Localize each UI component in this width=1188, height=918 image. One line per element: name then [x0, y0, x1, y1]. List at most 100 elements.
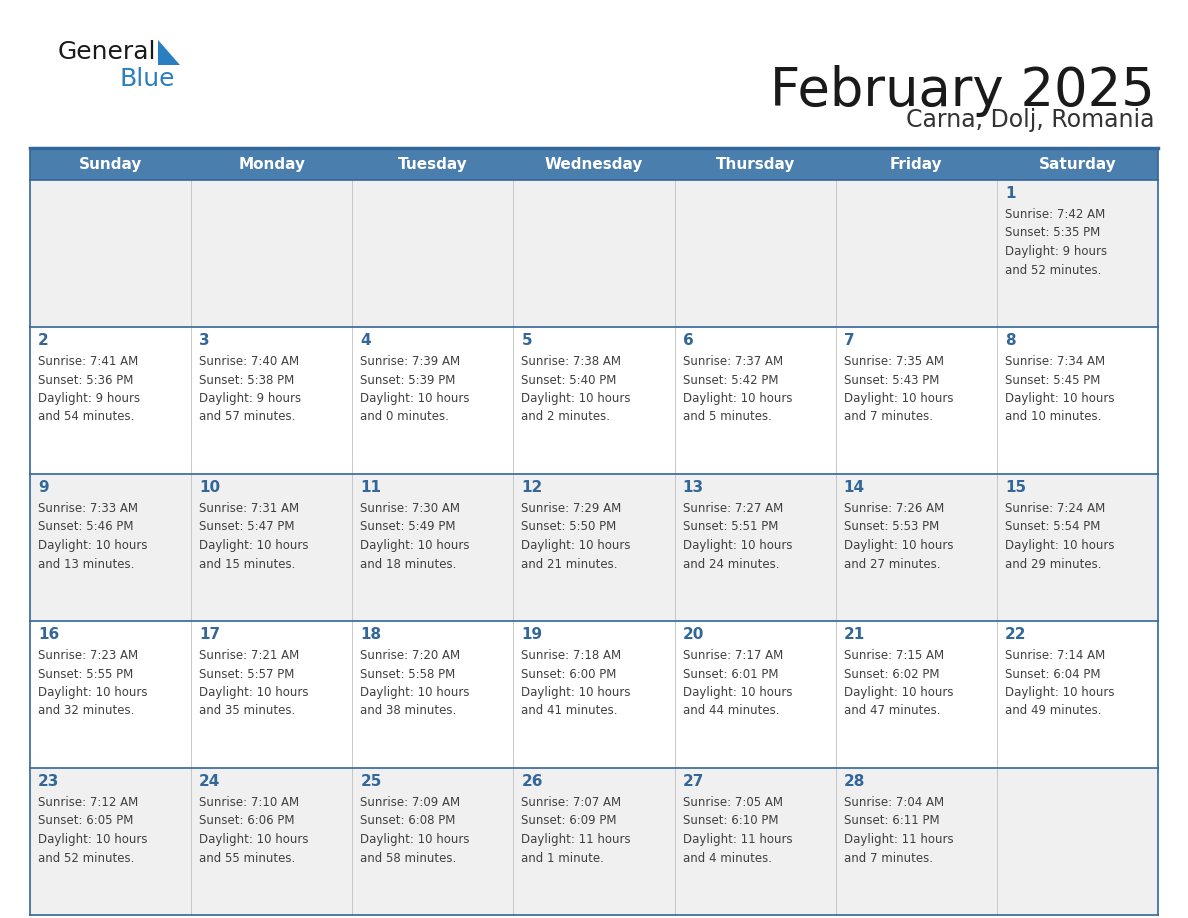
- Text: 9: 9: [38, 480, 49, 495]
- Text: Friday: Friday: [890, 156, 942, 172]
- Text: and 10 minutes.: and 10 minutes.: [1005, 410, 1101, 423]
- Text: Daylight: 9 hours: Daylight: 9 hours: [38, 392, 140, 405]
- Text: Daylight: 10 hours: Daylight: 10 hours: [683, 392, 792, 405]
- Text: and 38 minutes.: and 38 minutes.: [360, 704, 456, 718]
- Text: Sunset: 5:57 PM: Sunset: 5:57 PM: [200, 667, 295, 680]
- Text: Daylight: 10 hours: Daylight: 10 hours: [38, 833, 147, 846]
- Bar: [30, 327, 1158, 474]
- Text: Blue: Blue: [120, 67, 176, 91]
- Text: Sunset: 5:51 PM: Sunset: 5:51 PM: [683, 521, 778, 533]
- Text: and 55 minutes.: and 55 minutes.: [200, 852, 296, 865]
- Text: Sunrise: 7:29 AM: Sunrise: 7:29 AM: [522, 502, 621, 515]
- Text: Daylight: 10 hours: Daylight: 10 hours: [200, 686, 309, 699]
- Text: Sunset: 6:10 PM: Sunset: 6:10 PM: [683, 814, 778, 827]
- Text: Sunset: 5:54 PM: Sunset: 5:54 PM: [1005, 521, 1100, 533]
- Text: Sunset: 6:09 PM: Sunset: 6:09 PM: [522, 814, 617, 827]
- Text: 10: 10: [200, 480, 220, 495]
- Text: Sunset: 5:36 PM: Sunset: 5:36 PM: [38, 374, 133, 386]
- Text: 14: 14: [843, 480, 865, 495]
- Text: Wednesday: Wednesday: [545, 156, 643, 172]
- Text: 12: 12: [522, 480, 543, 495]
- Text: Daylight: 10 hours: Daylight: 10 hours: [360, 392, 469, 405]
- Text: 22: 22: [1005, 627, 1026, 642]
- Text: Daylight: 10 hours: Daylight: 10 hours: [360, 833, 469, 846]
- Text: Daylight: 10 hours: Daylight: 10 hours: [843, 686, 953, 699]
- Text: February 2025: February 2025: [770, 65, 1155, 117]
- Text: Sunrise: 7:17 AM: Sunrise: 7:17 AM: [683, 649, 783, 662]
- Text: and 13 minutes.: and 13 minutes.: [38, 557, 134, 570]
- Text: Sunrise: 7:41 AM: Sunrise: 7:41 AM: [38, 355, 138, 368]
- Text: Daylight: 11 hours: Daylight: 11 hours: [522, 833, 631, 846]
- Text: 15: 15: [1005, 480, 1026, 495]
- Text: 25: 25: [360, 774, 381, 789]
- Text: Sunrise: 7:31 AM: Sunrise: 7:31 AM: [200, 502, 299, 515]
- Text: Sunrise: 7:24 AM: Sunrise: 7:24 AM: [1005, 502, 1105, 515]
- Text: Sunset: 5:43 PM: Sunset: 5:43 PM: [843, 374, 939, 386]
- Text: and 57 minutes.: and 57 minutes.: [200, 410, 296, 423]
- Bar: [30, 180, 1158, 327]
- Text: and 7 minutes.: and 7 minutes.: [843, 410, 933, 423]
- Text: Sunset: 6:05 PM: Sunset: 6:05 PM: [38, 814, 133, 827]
- Text: Sunrise: 7:42 AM: Sunrise: 7:42 AM: [1005, 208, 1105, 221]
- Text: Sunrise: 7:33 AM: Sunrise: 7:33 AM: [38, 502, 138, 515]
- Text: and 0 minutes.: and 0 minutes.: [360, 410, 449, 423]
- Text: and 58 minutes.: and 58 minutes.: [360, 852, 456, 865]
- Text: Daylight: 10 hours: Daylight: 10 hours: [1005, 686, 1114, 699]
- Text: Daylight: 10 hours: Daylight: 10 hours: [1005, 392, 1114, 405]
- Text: 11: 11: [360, 480, 381, 495]
- Text: Daylight: 10 hours: Daylight: 10 hours: [683, 686, 792, 699]
- Text: Sunrise: 7:27 AM: Sunrise: 7:27 AM: [683, 502, 783, 515]
- Text: 19: 19: [522, 627, 543, 642]
- Text: Sunrise: 7:09 AM: Sunrise: 7:09 AM: [360, 796, 461, 809]
- Text: Daylight: 9 hours: Daylight: 9 hours: [200, 392, 302, 405]
- Text: and 32 minutes.: and 32 minutes.: [38, 704, 134, 718]
- Text: 13: 13: [683, 480, 703, 495]
- Text: and 52 minutes.: and 52 minutes.: [1005, 263, 1101, 276]
- Text: Sunrise: 7:38 AM: Sunrise: 7:38 AM: [522, 355, 621, 368]
- Text: and 27 minutes.: and 27 minutes.: [843, 557, 940, 570]
- Text: and 4 minutes.: and 4 minutes.: [683, 852, 771, 865]
- Text: 27: 27: [683, 774, 704, 789]
- Text: 5: 5: [522, 333, 532, 348]
- Text: Sunset: 6:06 PM: Sunset: 6:06 PM: [200, 814, 295, 827]
- Text: Daylight: 10 hours: Daylight: 10 hours: [360, 539, 469, 552]
- Text: Daylight: 11 hours: Daylight: 11 hours: [843, 833, 953, 846]
- Text: and 21 minutes.: and 21 minutes.: [522, 557, 618, 570]
- Text: Daylight: 10 hours: Daylight: 10 hours: [522, 392, 631, 405]
- Text: Daylight: 10 hours: Daylight: 10 hours: [683, 539, 792, 552]
- Text: Sunset: 6:00 PM: Sunset: 6:00 PM: [522, 667, 617, 680]
- Text: Sunrise: 7:23 AM: Sunrise: 7:23 AM: [38, 649, 138, 662]
- Text: Daylight: 10 hours: Daylight: 10 hours: [522, 686, 631, 699]
- Text: 16: 16: [38, 627, 59, 642]
- Text: and 1 minute.: and 1 minute.: [522, 852, 605, 865]
- Text: Sunrise: 7:40 AM: Sunrise: 7:40 AM: [200, 355, 299, 368]
- Text: Daylight: 9 hours: Daylight: 9 hours: [1005, 245, 1107, 258]
- Text: Sunset: 6:04 PM: Sunset: 6:04 PM: [1005, 667, 1100, 680]
- Text: Sunrise: 7:26 AM: Sunrise: 7:26 AM: [843, 502, 944, 515]
- Text: Sunrise: 7:05 AM: Sunrise: 7:05 AM: [683, 796, 783, 809]
- Text: Daylight: 10 hours: Daylight: 10 hours: [522, 539, 631, 552]
- Text: 23: 23: [38, 774, 59, 789]
- Text: Sunset: 5:45 PM: Sunset: 5:45 PM: [1005, 374, 1100, 386]
- Text: Sunrise: 7:14 AM: Sunrise: 7:14 AM: [1005, 649, 1105, 662]
- Text: Sunset: 6:02 PM: Sunset: 6:02 PM: [843, 667, 940, 680]
- Text: and 44 minutes.: and 44 minutes.: [683, 704, 779, 718]
- Text: Sunrise: 7:15 AM: Sunrise: 7:15 AM: [843, 649, 943, 662]
- Text: Sunset: 5:35 PM: Sunset: 5:35 PM: [1005, 227, 1100, 240]
- Text: Sunset: 5:38 PM: Sunset: 5:38 PM: [200, 374, 295, 386]
- Bar: [30, 148, 1158, 180]
- Text: Sunrise: 7:37 AM: Sunrise: 7:37 AM: [683, 355, 783, 368]
- Text: Sunset: 6:08 PM: Sunset: 6:08 PM: [360, 814, 456, 827]
- Text: Sunset: 5:46 PM: Sunset: 5:46 PM: [38, 521, 133, 533]
- Text: Thursday: Thursday: [715, 156, 795, 172]
- Bar: [30, 474, 1158, 621]
- Text: Sunrise: 7:34 AM: Sunrise: 7:34 AM: [1005, 355, 1105, 368]
- Text: Daylight: 11 hours: Daylight: 11 hours: [683, 833, 792, 846]
- Text: Sunrise: 7:30 AM: Sunrise: 7:30 AM: [360, 502, 460, 515]
- Text: Monday: Monday: [239, 156, 305, 172]
- Text: Sunrise: 7:07 AM: Sunrise: 7:07 AM: [522, 796, 621, 809]
- Text: Sunset: 5:42 PM: Sunset: 5:42 PM: [683, 374, 778, 386]
- Text: Carna, Dolj, Romania: Carna, Dolj, Romania: [906, 108, 1155, 132]
- Text: Sunset: 5:55 PM: Sunset: 5:55 PM: [38, 667, 133, 680]
- Text: Sunset: 5:50 PM: Sunset: 5:50 PM: [522, 521, 617, 533]
